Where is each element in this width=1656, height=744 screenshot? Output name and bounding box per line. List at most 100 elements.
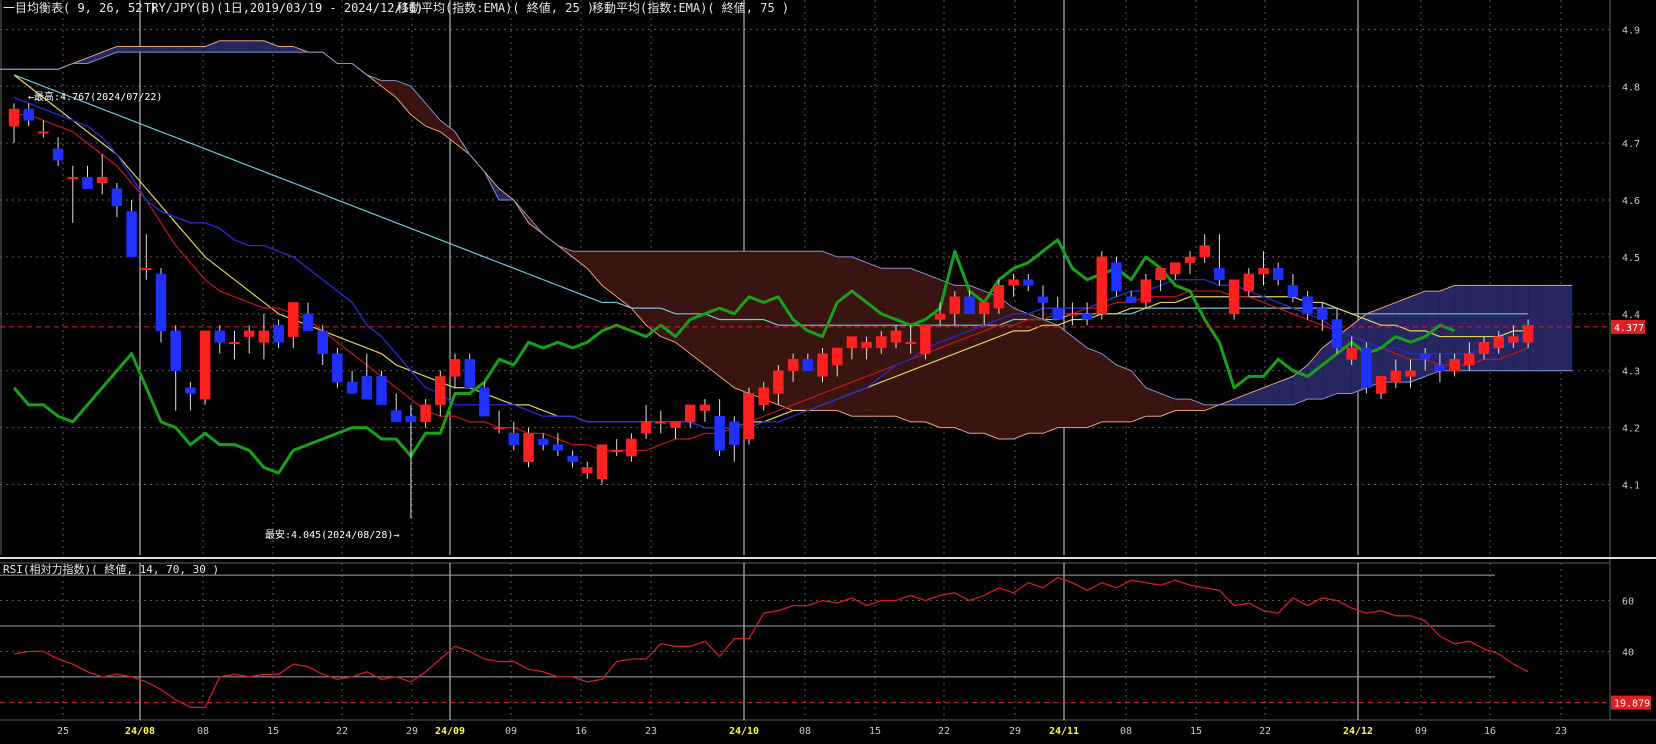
candle-up [67,177,79,180]
ema75-line [13,74,1529,326]
candle-up [141,268,152,271]
candle-up [1390,370,1402,383]
cloud-segment [896,268,911,422]
cloud-segment [1528,285,1543,371]
cloud-segment [425,103,441,132]
cloud-segment [1234,393,1249,405]
cloud-segment [1043,319,1058,434]
cloud-segment [984,291,999,439]
ichimoku-title: 一目均衡表( 9, 26, 52 ) [3,1,157,15]
candle-down [185,387,196,394]
candle-up [1405,370,1416,377]
candle-up [449,359,461,377]
candle-down [567,455,578,462]
candle-down [170,330,181,371]
chikou-line [12,238,1456,475]
cloud-segment [734,251,749,394]
date-tick-label: 23 [1555,726,1567,737]
candle-down [1037,296,1049,303]
date-tick-label: 24/08 [125,726,155,737]
candle-down [126,211,137,258]
pair-title: TRY/JPY(B)(1日,2019/03/19 - 2024/12/16) [144,1,423,15]
candle-up [1346,347,1357,360]
candle-up [596,444,608,480]
cloud-segment [190,46,206,53]
cloud-segment [1116,365,1132,422]
candle-up [8,108,20,127]
date-tick-label: 16 [575,726,587,737]
date-tick-label: 24/10 [729,726,759,737]
price-tick-label: 4.3 [1622,367,1640,378]
date-tick-label: 15 [1190,726,1202,737]
cloud-segment [1131,370,1146,422]
cloud-segment [1057,325,1073,428]
cloud-segment [1498,285,1514,371]
candle-up [1140,279,1152,303]
price-tick-label: 4.9 [1622,25,1640,36]
date-tick-label: 08 [1120,726,1132,737]
candle-down [273,324,284,343]
candle-down [464,359,475,389]
candle-down [1302,296,1313,315]
last-price-label: 4.377 [1614,323,1644,334]
candle-down [376,376,387,406]
candle-up [1258,268,1269,275]
candle-down [802,359,814,371]
cloud-segment [1542,285,1558,371]
cloud-segment [690,251,705,366]
date-tick-label: 24/09 [435,726,465,737]
candle-up [773,370,784,394]
candle-down [361,376,373,400]
date-tick-label: 22 [336,726,348,737]
candle-up [949,296,961,315]
candle-up [523,433,534,462]
rsi-tick-label: 40 [1622,647,1634,658]
cloud-segment [116,46,132,53]
price-axis: 4.1 4.2 4.3 4.4 4.5 4.6 4.7 4.8 4.9 [1622,25,1640,491]
date-tick-label: 15 [267,726,279,737]
cloud-segment [866,262,882,417]
candle-up [258,330,270,343]
candle-up [1464,353,1475,366]
candle-down [537,438,549,445]
rsi-tick-label: 60 [1622,597,1634,608]
candle-up [699,404,711,411]
indicator-lines [0,74,1610,475]
candle-down [302,313,314,332]
candle-down [1272,268,1284,280]
candle-down [52,148,64,161]
candle-down [479,387,490,417]
candle-up [817,353,828,377]
cloud-segment [1190,399,1205,411]
cloud-segment [396,80,411,115]
candle-up [920,324,931,354]
candle-down [1023,279,1034,286]
candle-down [1052,307,1063,320]
cloud-segment [87,52,103,64]
candle-down [1214,268,1225,280]
date-tick-label: 23 [645,726,657,737]
candle-down [729,421,740,445]
candle-down [111,188,123,206]
cloud-segment [278,46,294,53]
cloud-segment [704,251,720,377]
candle-up [199,330,211,400]
rsi-last-label: 19.879 [1614,699,1650,710]
candle-down [405,415,417,423]
date-tick-label: 15 [869,726,881,737]
date-tick-label: 29 [1009,726,1021,737]
cloud-segment [616,251,632,309]
price-tick-label: 4.1 [1622,480,1640,491]
ema25-line [13,74,1529,429]
candle-up [684,404,696,423]
candle-up [1493,336,1504,349]
date-tick-label: 16 [1484,726,1496,737]
tenkan-line [13,96,1529,429]
cloud-segment [954,285,970,434]
cloud-segment [1028,313,1043,434]
cloud-segment [572,251,588,269]
candle-up [493,427,505,430]
candle-up [934,313,946,320]
cloud-segment [1087,347,1102,428]
candle-up [96,177,108,184]
